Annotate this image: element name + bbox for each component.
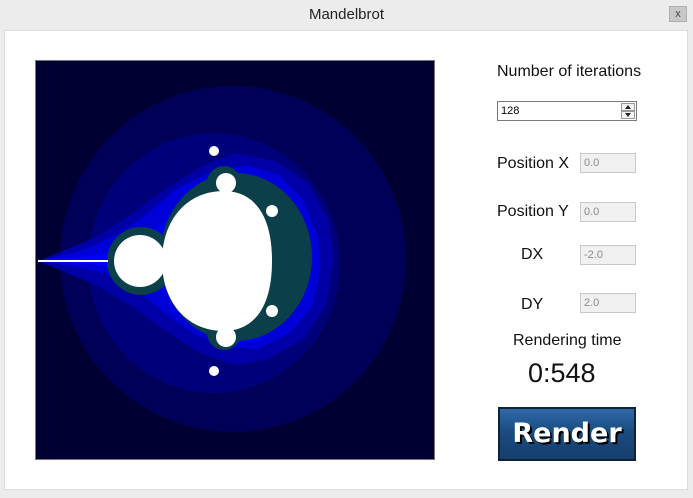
position-y-field[interactable]: [580, 202, 636, 222]
iterations-spinbox[interactable]: [497, 101, 637, 121]
render-button[interactable]: Render: [498, 407, 636, 461]
dy-label: DY: [521, 296, 544, 313]
close-button[interactable]: x: [669, 6, 687, 22]
spin-arrows[interactable]: [621, 103, 635, 119]
spin-up-arrow-icon[interactable]: [621, 103, 635, 111]
iterations-label: Number of iterations: [497, 63, 642, 80]
iterations-input[interactable]: [498, 102, 622, 120]
mandelbrot-canvas[interactable]: [35, 60, 435, 460]
rendering-time-value: 0:548: [528, 358, 596, 388]
dy-field[interactable]: [580, 293, 636, 313]
window-title: Mandelbrot: [308, 6, 385, 23]
spin-down-arrow-icon[interactable]: [621, 111, 635, 119]
dx-label: DX: [521, 246, 544, 263]
dx-field[interactable]: [580, 245, 636, 265]
position-y-label: Position Y: [497, 203, 569, 220]
position-x-label: Position X: [497, 155, 570, 172]
rendering-time-label: Rendering time: [513, 332, 622, 349]
position-x-field[interactable]: [580, 153, 636, 173]
title-bar: Mandelbrot x: [0, 0, 693, 30]
